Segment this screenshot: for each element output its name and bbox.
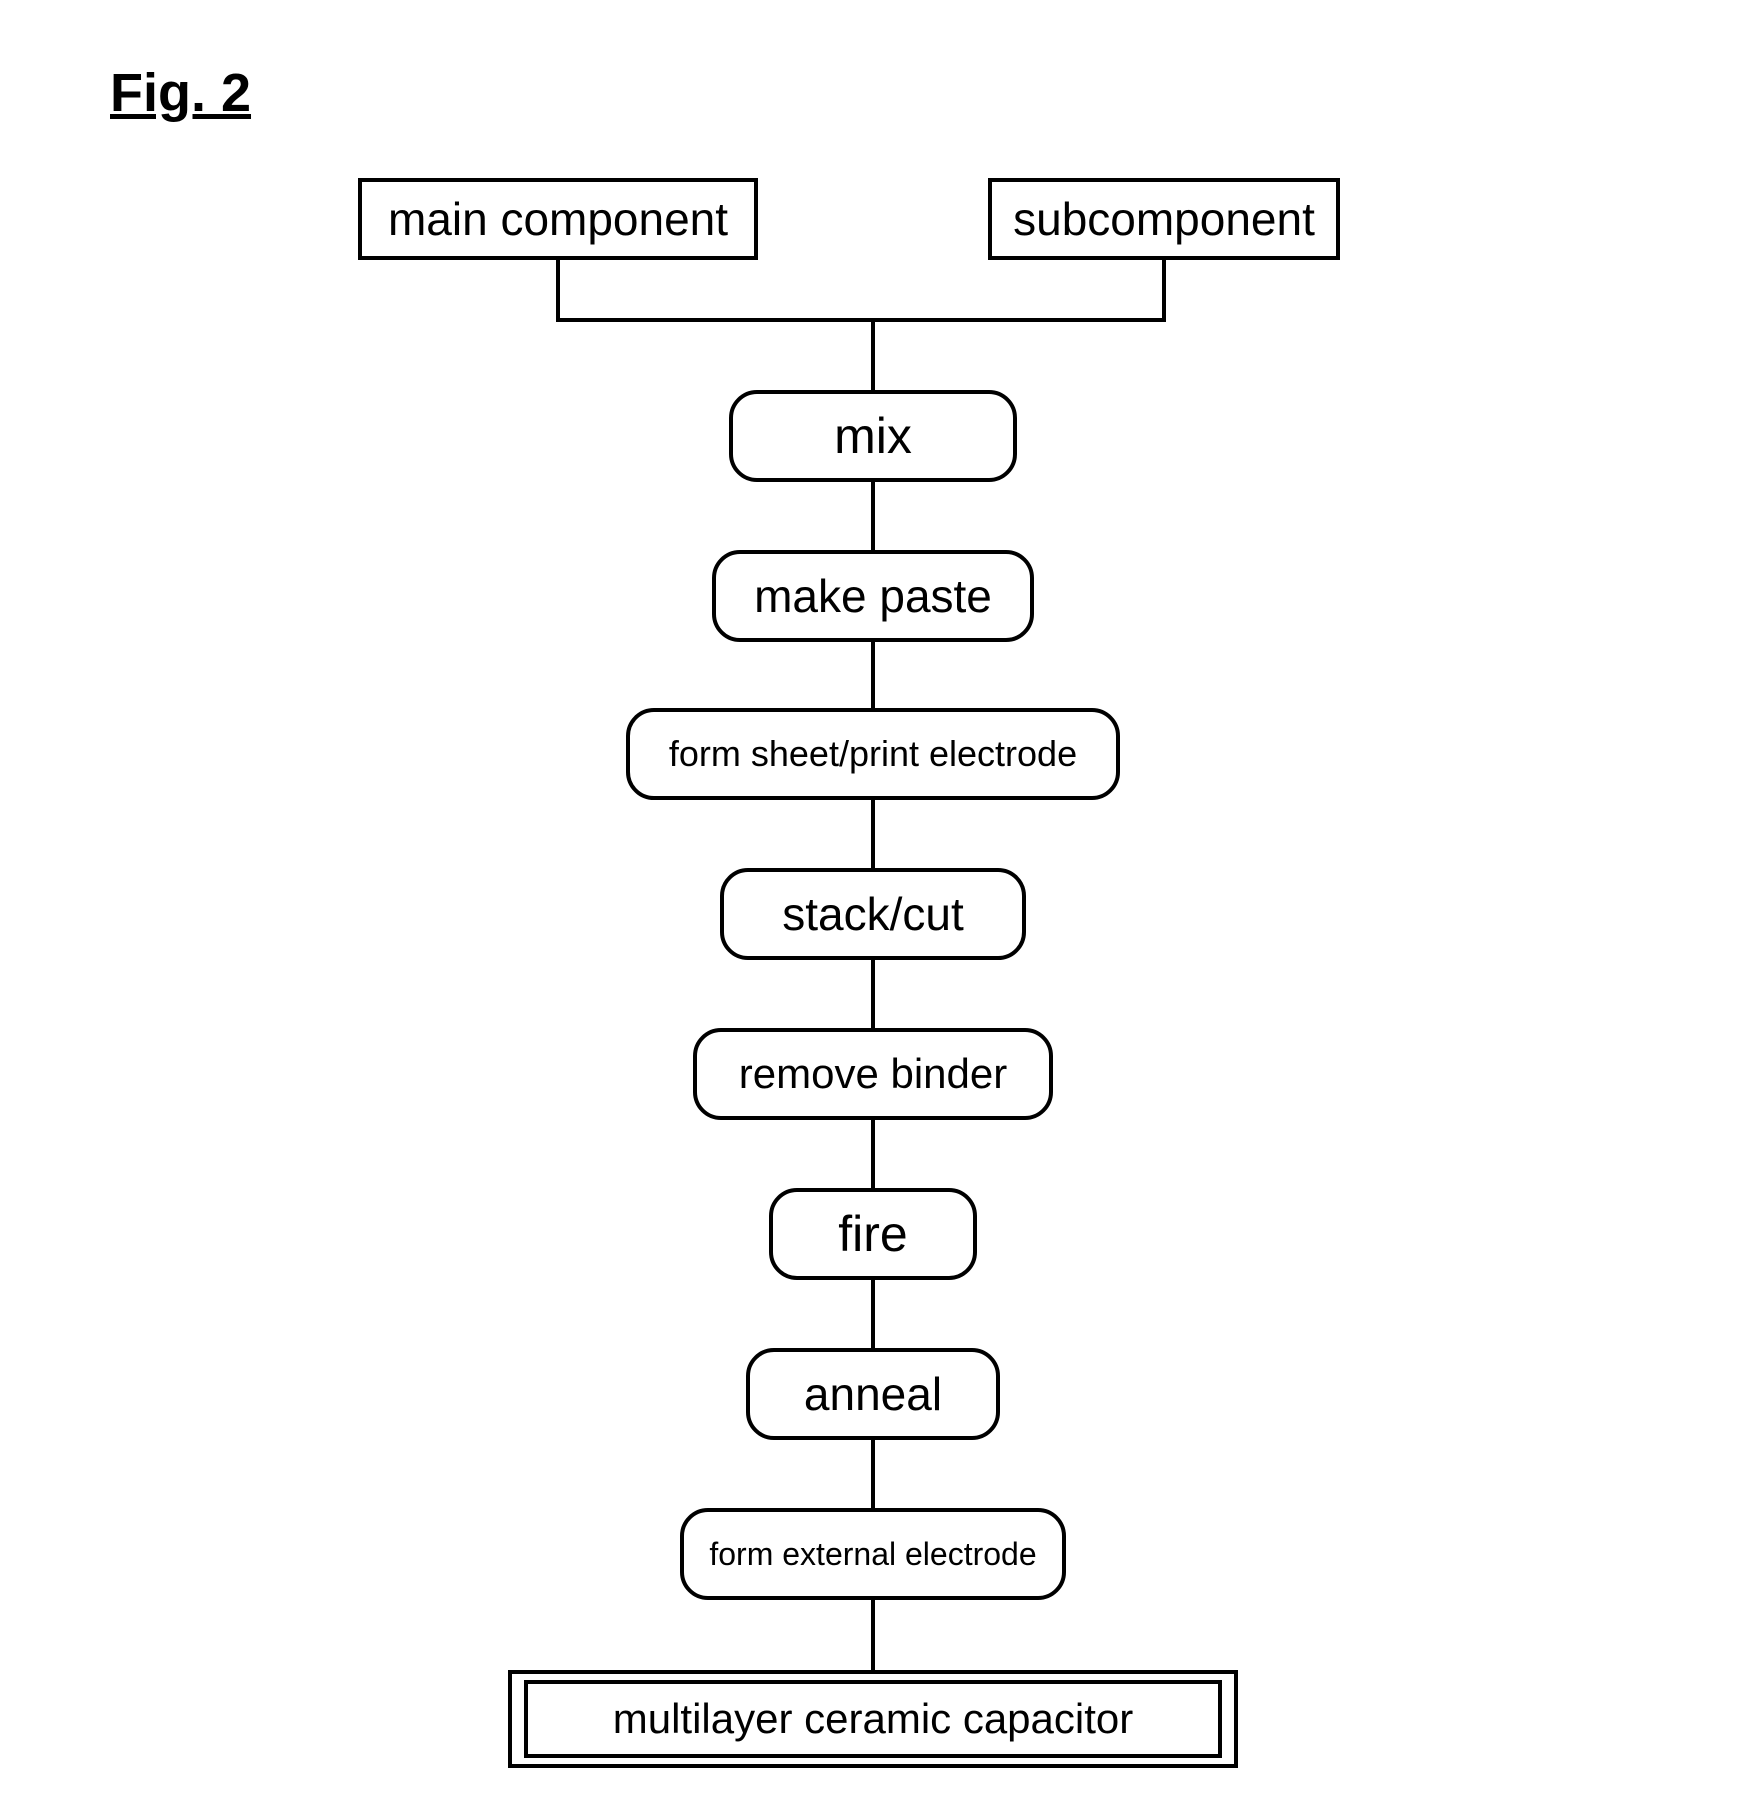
connector-main-drop [556,260,560,322]
connector-v-4 [871,1120,875,1188]
node-final-output-label: multilayer ceramic capacitor [613,1695,1134,1743]
node-fire: fire [769,1188,977,1280]
node-mix-label: mix [834,407,912,465]
node-form-external-electrode: form external electrode [680,1508,1066,1600]
connector-v-0 [871,482,875,550]
node-make-paste-label: make paste [754,569,992,623]
connector-v-1 [871,642,875,708]
connector-v-3 [871,960,875,1028]
node-mix: mix [729,390,1017,482]
node-form-sheet-label: form sheet/print electrode [669,733,1077,775]
connector-v-5 [871,1280,875,1348]
node-anneal-label: anneal [804,1367,942,1421]
figure-label: Fig. 2 [110,62,251,124]
node-main-component-label: main component [388,192,728,246]
node-final-output: multilayer ceramic capacitor [508,1670,1238,1768]
node-remove-binder-label: remove binder [739,1050,1007,1098]
connector-sub-drop [1162,260,1166,322]
node-anneal: anneal [746,1348,1000,1440]
figure-page: Fig. 2 main component subcomponent mix m… [0,0,1747,1819]
node-stack-cut: stack/cut [720,868,1026,960]
connector-v-2 [871,800,875,868]
node-remove-binder: remove binder [693,1028,1053,1120]
node-main-component: main component [358,178,758,260]
node-form-external-electrode-label: form external electrode [709,1536,1036,1573]
node-fire-label: fire [838,1205,907,1263]
connector-v-7 [871,1600,875,1670]
connector-merge-to-mix [871,320,875,390]
node-subcomponent: subcomponent [988,178,1340,260]
connector-v-6 [871,1440,875,1508]
node-final-output-inner: multilayer ceramic capacitor [524,1680,1222,1758]
node-make-paste: make paste [712,550,1034,642]
node-stack-cut-label: stack/cut [782,887,964,941]
node-form-sheet: form sheet/print electrode [626,708,1120,800]
connector-merge-horizontal [556,318,1166,322]
node-subcomponent-label: subcomponent [1013,192,1315,246]
